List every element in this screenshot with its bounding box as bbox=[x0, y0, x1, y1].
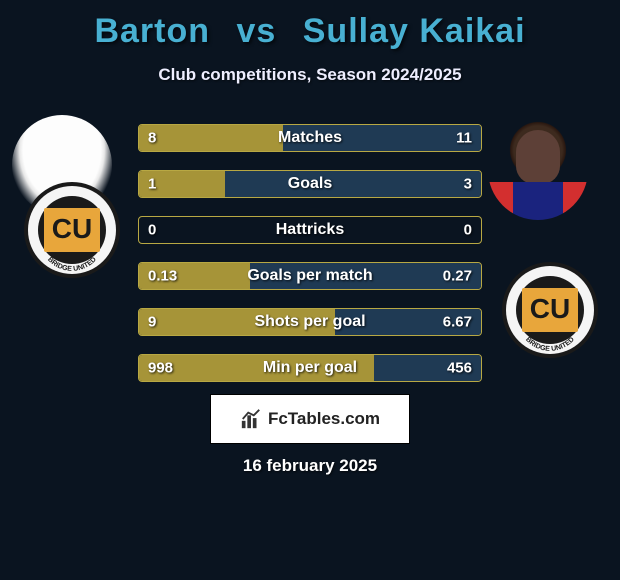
player2-name: Sullay Kaikai bbox=[303, 12, 526, 50]
vs-text: vs bbox=[236, 12, 276, 50]
stat-row: 9Shots per goal6.67 bbox=[138, 308, 482, 336]
stat-row: 8Matches11 bbox=[138, 124, 482, 152]
bar-track bbox=[138, 124, 482, 152]
stat-row: 1Goals3 bbox=[138, 170, 482, 198]
stat-row: 0Hattricks0 bbox=[138, 216, 482, 244]
player1-club-badge: CU BRIDGE UNITED bbox=[22, 180, 122, 280]
bar-track bbox=[138, 262, 482, 290]
bar-fill-left bbox=[139, 171, 225, 197]
date-text: 16 february 2025 bbox=[0, 456, 620, 476]
comparison-bars: 8Matches11 1Goals3 0Hattricks0 0.13Goals pe… bbox=[138, 124, 482, 400]
bar-fill-left bbox=[139, 263, 250, 289]
bar-track bbox=[138, 354, 482, 382]
bar-fill-right bbox=[225, 171, 482, 197]
footer-brand-text: FcTables.com bbox=[268, 409, 380, 429]
bar-fill-left bbox=[139, 355, 374, 381]
bar-fill-right bbox=[335, 309, 481, 335]
svg-text:CU: CU bbox=[530, 293, 570, 324]
page-title: Barton vs Sullay Kaikai bbox=[0, 0, 620, 51]
bar-fill-right bbox=[250, 263, 481, 289]
player2-avatar bbox=[488, 120, 588, 220]
bar-fill-left bbox=[139, 309, 335, 335]
svg-text:CU: CU bbox=[52, 213, 92, 244]
player2-avatar-head bbox=[516, 130, 560, 184]
stat-row: 0.13Goals per match0.27 bbox=[138, 262, 482, 290]
bar-fill-right bbox=[283, 125, 481, 151]
bar-track bbox=[138, 170, 482, 198]
bar-track bbox=[138, 308, 482, 336]
stat-row: 998Min per goal456 bbox=[138, 354, 482, 382]
bar-fill-left bbox=[139, 125, 283, 151]
player2-club-badge: CU BRIDGE UNITED bbox=[500, 260, 600, 360]
club-badge-icon: CU BRIDGE UNITED bbox=[22, 180, 122, 280]
footer-brand-box: FcTables.com bbox=[210, 394, 410, 444]
player2-avatar-jersey bbox=[488, 182, 588, 220]
fctables-icon bbox=[240, 408, 262, 430]
bar-fill-right bbox=[374, 355, 481, 381]
player1-name: Barton bbox=[94, 12, 210, 50]
bar-track bbox=[138, 216, 482, 244]
club-badge-icon: CU BRIDGE UNITED bbox=[500, 260, 600, 360]
subtitle: Club competitions, Season 2024/2025 bbox=[0, 65, 620, 85]
